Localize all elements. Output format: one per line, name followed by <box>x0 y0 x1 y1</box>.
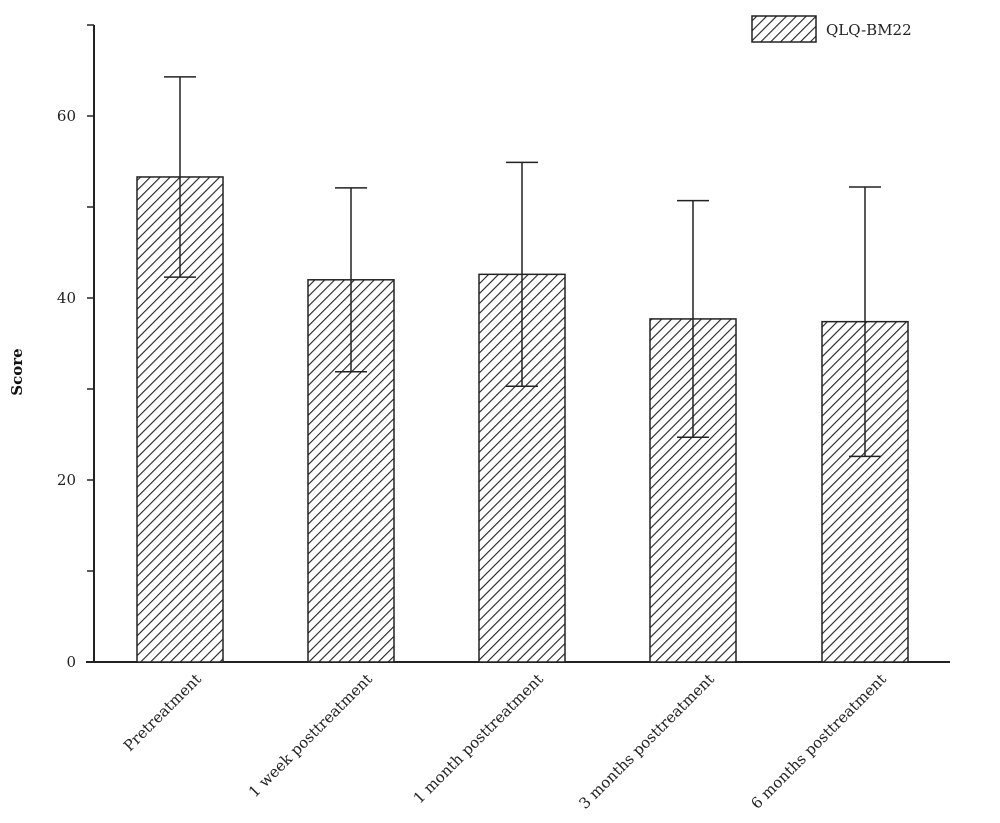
y-tick-label: 20 <box>57 471 76 489</box>
y-tick-label: 0 <box>66 653 76 671</box>
x-category-label: 1 week posttreatment <box>245 670 376 801</box>
x-category-label: 1 month posttreatment <box>410 670 547 807</box>
legend-label: QLQ-BM22 <box>826 21 912 39</box>
y-tick-label: 60 <box>57 107 76 125</box>
plot-area: 0 20 40 60 Pretreatment 1 week posttreatment 1… <box>57 24 950 813</box>
y-axis-title: Score <box>8 348 26 395</box>
legend: QLQ-BM22 <box>751 15 912 43</box>
x-category-label: Pretreatment <box>120 670 205 755</box>
bar <box>478 273 566 663</box>
y-tick-label: 40 <box>57 289 76 307</box>
x-category-label: 3 months posttreatment <box>575 670 718 813</box>
legend-swatch <box>751 15 817 43</box>
x-category-label: 6 months posttreatment <box>747 670 890 813</box>
